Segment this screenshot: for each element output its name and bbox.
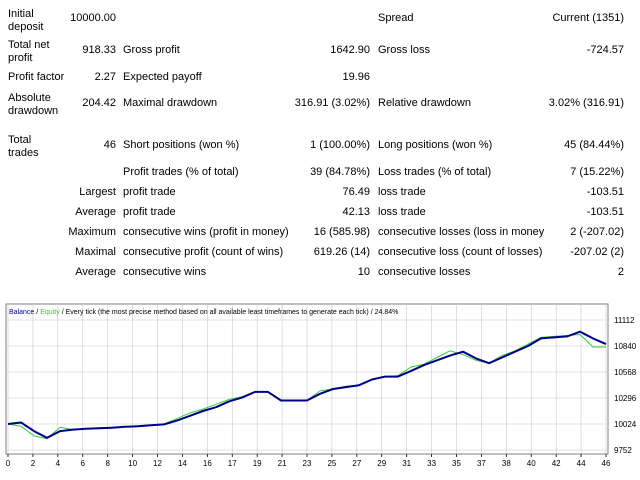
loss-trades-label: Loss trades (% of total): [378, 166, 492, 178]
y-tick-label: 10024: [614, 420, 637, 429]
average-consecutive-wins-label: consecutive wins: [123, 266, 207, 278]
total-net-profit-label: Total net profit: [8, 39, 50, 64]
x-tick-label: 19: [253, 459, 262, 468]
maximal-drawdown-value: 316.91 (3.02%): [294, 97, 370, 109]
x-tick-label: 2: [31, 459, 36, 468]
largest-loss-label: loss trade: [378, 186, 426, 198]
total-trades-label: Total trades: [8, 134, 39, 159]
x-tick-label: 40: [527, 459, 536, 468]
x-tick-label: 46: [602, 459, 611, 468]
largest-loss-value: -103.51: [586, 186, 624, 198]
y-tick-label: 9752: [614, 446, 632, 455]
modelling-quality: / 24.84%: [371, 309, 399, 316]
average-loss-value: -103.51: [586, 206, 624, 218]
relative-drawdown-value: 3.02% (316.91): [548, 97, 624, 109]
x-tick-label: 44: [577, 459, 586, 468]
y-tick-label: 11112: [614, 316, 635, 325]
average-consecutive-wins-value: 10: [357, 266, 370, 278]
x-tick-label: 14: [178, 459, 187, 468]
absolute-drawdown-value: 204.42: [82, 97, 116, 109]
initial-deposit-value: 10000.00: [70, 12, 116, 24]
average-profit-label: profit trade: [123, 206, 176, 218]
maximal-label: Maximal: [75, 246, 116, 258]
loss-trades-value: 7 (15.22%): [570, 166, 624, 178]
x-tick-label: 29: [377, 459, 386, 468]
equity-legend: Equity: [40, 309, 60, 316]
x-tick-label: 8: [105, 459, 110, 468]
x-tick-label: 0: [6, 459, 11, 468]
profit-trades-value: 39 (84.78%): [310, 166, 370, 178]
initial-deposit-label: Initial deposit: [8, 8, 44, 33]
average-consecutive-losses-label: consecutive losses: [378, 266, 471, 278]
balance-line: [7, 330, 607, 439]
short-positions-value: 1 (100.00%): [310, 139, 370, 151]
expected-payoff-label: Expected payoff: [123, 71, 202, 83]
balance-legend: Balance: [9, 309, 34, 316]
legend-separator: /: [36, 309, 38, 316]
x-tick-label: 16: [203, 459, 212, 468]
gross-profit-label: Gross profit: [123, 44, 180, 56]
x-axis-ticks: 0 2 4 6 8 10 12 14 16 17 19 21 23 25 27 29 31 33 35 37 38 40 4…: [6, 454, 611, 468]
absolute-drawdown-label: Absolute drawdown: [8, 92, 59, 117]
x-tick-label: 12: [153, 459, 162, 468]
maximal-consecutive-profit-value: 619.26 (14): [313, 246, 370, 258]
long-positions-label: Long positions (won %): [378, 139, 493, 151]
long-positions-value: 45 (84.44%): [564, 139, 624, 151]
maximal-consecutive-loss-value: -207.02 (2): [570, 246, 624, 258]
x-tick-label: 6: [81, 459, 86, 468]
profit-factor-label: Profit factor: [8, 71, 65, 83]
y-axis-ticks: 11112 10840 10568 10296 10024 9752: [614, 316, 637, 455]
y-tick-label: 10840: [614, 342, 637, 351]
maximal-consecutive-profit-label: consecutive profit (count of wins): [123, 246, 284, 258]
relative-drawdown-label: Relative drawdown: [378, 97, 471, 109]
x-tick-label: 42: [552, 459, 561, 468]
x-tick-label: 10: [128, 459, 137, 468]
average-label: Average: [75, 206, 116, 218]
maximal-drawdown-label: Maximal drawdown: [123, 97, 218, 109]
largest-profit-value: 76.49: [342, 186, 370, 198]
x-tick-label: 35: [452, 459, 461, 468]
x-tick-label: 33: [427, 459, 436, 468]
spread-label: Spread: [378, 12, 414, 24]
profit-trades-label: Profit trades (% of total): [123, 166, 239, 178]
largest-label: Largest: [79, 186, 116, 198]
x-tick-label: 4: [56, 459, 61, 468]
x-tick-label: 37: [477, 459, 486, 468]
maximum-label: Maximum: [68, 226, 116, 238]
max-consecutive-wins-value: 16 (585.98): [313, 226, 370, 238]
chart-description: / Every tick (the most precise method ba…: [62, 309, 369, 316]
max-consecutive-losses-value: 2 (-207.02): [570, 226, 624, 238]
balance-equity-chart: Balance / Equity / Every tick (the most pre…: [5, 303, 637, 468]
chart-header: Balance / Equity / Every tick (the most pre…: [9, 309, 398, 316]
average-loss-label: loss trade: [378, 206, 426, 218]
max-consecutive-losses-label: consecutive losses (loss in money: [378, 226, 545, 238]
x-tick-label: 25: [327, 459, 336, 468]
x-tick-label: 38: [502, 459, 511, 468]
x-tick-label: 21: [278, 459, 287, 468]
largest-profit-label: profit trade: [123, 186, 176, 198]
profit-factor-value: 2.27: [94, 71, 116, 83]
x-tick-label: 17: [228, 459, 237, 468]
total-net-profit-value: 918.33: [82, 44, 116, 56]
gross-profit-value: 1642.90: [330, 44, 370, 56]
gross-loss-value: -724.57: [586, 44, 624, 56]
short-positions-label: Short positions (won %): [123, 139, 240, 151]
x-tick-label: 27: [352, 459, 361, 468]
average-consecutive-losses-value: 2: [617, 266, 624, 278]
y-tick-label: 10296: [614, 394, 637, 403]
series-group: [7, 330, 607, 440]
total-trades-value: 46: [103, 139, 116, 151]
expected-payoff-value: 19.96: [342, 71, 370, 83]
spread-value: Current (1351): [552, 12, 624, 24]
maximal-consecutive-loss-label: consecutive loss (count of losses): [378, 246, 543, 258]
average-profit-value: 42.13: [342, 206, 370, 218]
x-tick-label: 23: [303, 459, 312, 468]
max-consecutive-wins-label: consecutive wins (profit in money): [123, 226, 289, 238]
average-consecutive-label: Average: [75, 266, 116, 278]
gross-loss-label: Gross loss: [378, 44, 430, 56]
x-tick-label: 31: [402, 459, 411, 468]
y-tick-label: 10568: [614, 368, 637, 377]
grid: [6, 304, 608, 454]
